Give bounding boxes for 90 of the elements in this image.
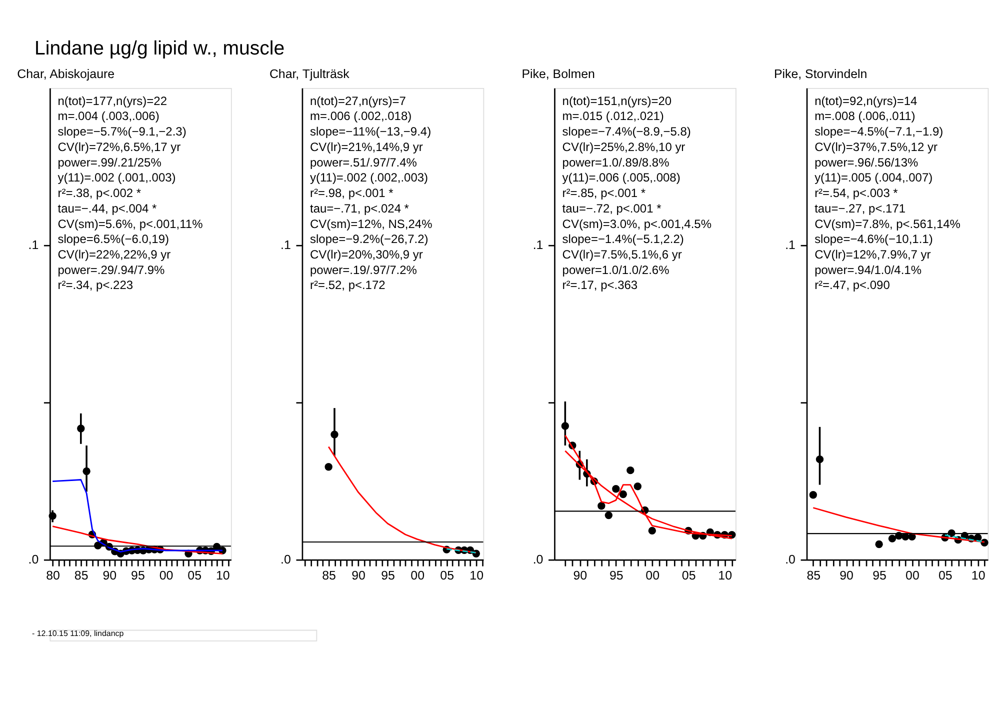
chart-subtitle: Char, Tjulträsk <box>269 67 350 82</box>
annotation: tau=−.27, p<.171 <box>814 201 906 216</box>
annotation: r²=.17, p<.363 <box>562 278 638 292</box>
x-tick-label: 05 <box>440 568 454 583</box>
y-tick-label: .1 <box>785 238 796 252</box>
annotation: CV(lr)=7.5%,5.1%,6 yr <box>562 248 682 262</box>
annotation: power=.51/.97/7.4% <box>310 155 418 170</box>
annotation: r²=.98, p<.001 * <box>310 186 394 200</box>
annotation: r²=.85, p<.001 * <box>562 186 646 200</box>
annotation: m=.004 (.003,.006) <box>58 109 160 124</box>
y-tick-label: .0 <box>280 552 291 567</box>
annotation: power=.99/.21/25% <box>58 155 162 170</box>
annotation: power=.96/.56/13% <box>814 155 919 170</box>
annotation: slope=−4.5%(−7.1,−1.9) <box>814 124 944 139</box>
annotation: y(11)=.002 (.001,.003) <box>58 170 176 185</box>
annotation: m=.006 (.002,.018) <box>310 109 412 124</box>
x-tick-label: 10 <box>470 568 484 583</box>
x-tick-label: 95 <box>381 568 396 583</box>
x-tick-label: 85 <box>74 568 88 583</box>
chart-subtitle: Char, Abiskojaure <box>17 67 115 82</box>
annotation: y(11)=.006 (.005,.008) <box>562 170 680 185</box>
x-tick-label: 95 <box>609 568 624 583</box>
y-tick-label: .0 <box>532 552 544 567</box>
annotation: CV(sm)=12%, NS,24% <box>310 216 433 231</box>
y-tick-label: .1 <box>28 238 39 252</box>
annotation: slope=6.5%(−6.0,19) <box>58 232 170 246</box>
annotation: power=.29/.94/7.9% <box>58 262 166 277</box>
x-tick-label: 05 <box>682 568 696 583</box>
annotation: CV(sm)=7.8%, p<.561,14% <box>814 216 961 231</box>
x-tick-label: 90 <box>352 568 366 583</box>
annotation: CV(lr)=72%,6.5%,17 yr <box>58 140 181 154</box>
annotation: slope=−5.7%(−9.1,−2.3) <box>58 124 186 139</box>
x-tick-label: 90 <box>102 568 117 583</box>
x-tick-label: 10 <box>718 568 732 583</box>
annotation: tau=−.71, p<.024 * <box>310 201 410 216</box>
x-tick-label: 10 <box>971 568 986 583</box>
annotation: slope=−9.2%(−26,7.2) <box>310 232 428 246</box>
annotation: y(11)=.002 (.002,.003) <box>310 170 428 185</box>
annotation: m=.015 (.012,.021) <box>562 109 664 124</box>
annotation: r²=.52, p<.172 <box>310 278 386 292</box>
annotation: CV(lr)=21%,14%,9 yr <box>310 140 423 154</box>
annotation: CV(lr)=12%,7.9%,7 yr <box>814 248 931 262</box>
x-tick-label: 00 <box>906 568 920 583</box>
x-tick-label: 90 <box>840 568 854 583</box>
annotation: n(tot)=177,n(yrs)=22 <box>58 94 168 108</box>
y-tick-label: .0 <box>785 552 796 567</box>
x-tick-label: 85 <box>322 568 336 583</box>
annotation: r²=.34, p<.223 <box>58 278 134 292</box>
x-tick-label: 05 <box>938 568 952 583</box>
annotation: power=.94/1.0/4.1% <box>814 262 922 277</box>
x-tick-label: 05 <box>188 568 202 583</box>
annotation: CV(lr)=20%,30%,9 yr <box>310 248 423 262</box>
annotation: power=1.0/1.0/2.6% <box>562 262 670 277</box>
x-tick-label: 00 <box>410 568 425 583</box>
annotation: n(tot)=27,n(yrs)=7 <box>310 94 406 108</box>
chart-subtitle: Pike, Bolmen <box>522 67 595 82</box>
x-tick-label: 00 <box>159 568 174 583</box>
y-tick-label: .1 <box>532 238 544 252</box>
annotation: CV(lr)=37%,7.5%,12 yr <box>814 140 938 154</box>
annotation: power=.19/.97/7.2% <box>310 262 418 277</box>
annotation: CV(lr)=25%,2.8%,10 yr <box>562 140 686 154</box>
annotation: m=.008 (.006,.011) <box>814 109 916 124</box>
annotation: r²=.38, p<.002 * <box>58 186 142 200</box>
x-tick-label: 90 <box>573 568 588 583</box>
chart-title: Lindane µg/g lipid w., muscle <box>34 38 285 60</box>
annotation: CV(sm)=5.6%, p<.001,11% <box>58 216 204 231</box>
annotation: r²=.47, p<.090 <box>814 278 890 292</box>
annotation: slope=−4.6%(−10,1.1) <box>814 232 933 246</box>
chart-subtitle: Pike, Storvindeln <box>774 67 868 82</box>
annotation: slope=−11%(−13,−9.4) <box>310 124 432 139</box>
x-tick-label: 95 <box>872 568 886 583</box>
x-tick-label: 80 <box>46 568 60 583</box>
annotation: tau=−.72, p<.001 * <box>562 201 662 216</box>
annotation: n(tot)=92,n(yrs)=14 <box>814 94 918 108</box>
x-tick-label: 10 <box>216 568 230 583</box>
annotation: power=1.0/.89/8.8% <box>562 155 670 170</box>
annotation: CV(lr)=22%,22%,9 yr <box>58 248 171 262</box>
annotation: r²=.54, p<.003 * <box>814 186 898 200</box>
x-tick-label: 85 <box>806 568 821 583</box>
y-tick-label: .1 <box>280 238 291 252</box>
annotation: CV(sm)=3.0%, p<.001,4.5% <box>562 216 712 231</box>
annotation: slope=−7.4%(−8.9,−5.8) <box>562 124 691 139</box>
x-tick-label: 00 <box>646 568 660 583</box>
annotation: y(11)=.005 (.004,.007) <box>814 170 933 185</box>
text: - 12.10.15 11:09, lindancp <box>32 629 124 638</box>
annotation: tau=−.44, p<.004 * <box>58 201 158 216</box>
y-tick-label: .0 <box>28 552 39 567</box>
x-tick-label: 95 <box>131 568 145 583</box>
annotation: slope=−1.4%(−5.1,2.2) <box>562 232 684 246</box>
annotation: n(tot)=151,n(yrs)=20 <box>562 94 672 108</box>
